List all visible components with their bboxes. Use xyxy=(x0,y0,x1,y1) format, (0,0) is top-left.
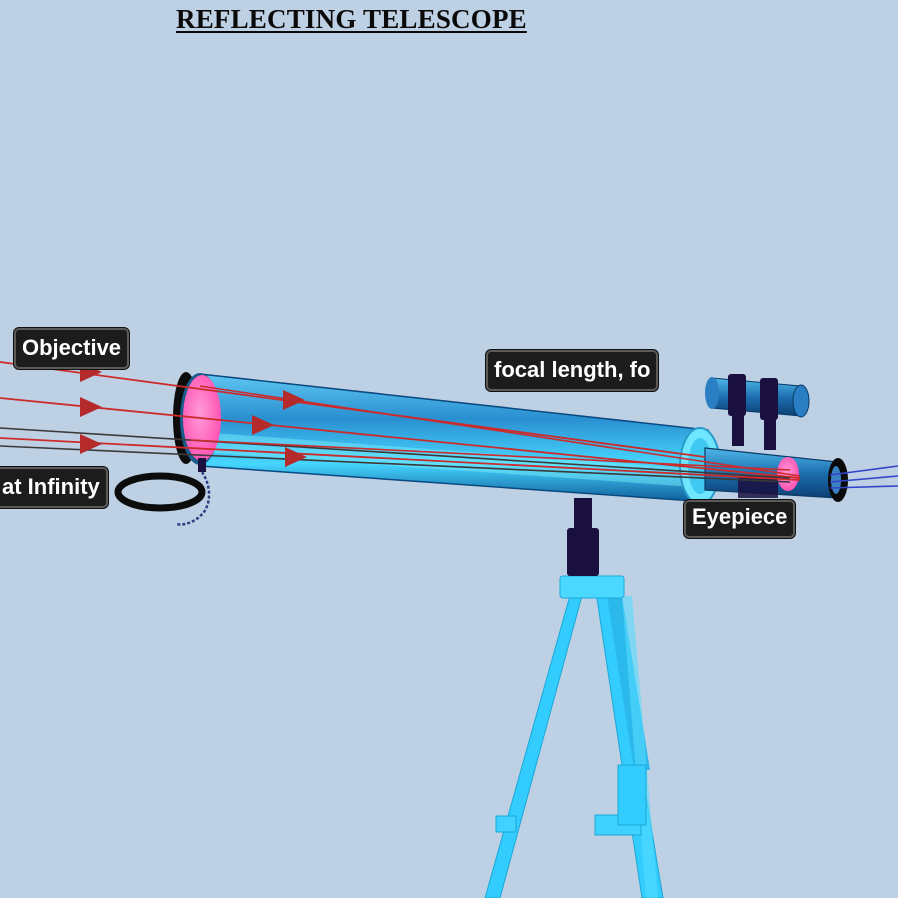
tripod-head xyxy=(559,575,625,599)
ray-blue-1 xyxy=(829,465,898,476)
ray-dark-2 xyxy=(0,445,791,483)
ray-arrow xyxy=(80,397,102,417)
mount xyxy=(567,498,599,576)
finder-scope xyxy=(705,374,810,450)
ray-red-3 xyxy=(0,437,801,481)
ray-red-4 xyxy=(189,439,791,471)
tripod-leg-left xyxy=(484,591,584,898)
ray-arrow xyxy=(80,434,102,454)
ray-arrow xyxy=(283,390,305,410)
at-infinity-label: at Infinity xyxy=(0,467,108,508)
lens-cap xyxy=(114,471,211,526)
eyepiece-label: Eyepiece xyxy=(684,500,796,538)
ray-blue-2 xyxy=(829,475,898,483)
focal-length-label: focal length, fo xyxy=(486,350,659,391)
ray-arrow xyxy=(285,447,307,467)
tripod-clamp-left xyxy=(495,815,517,833)
tripod xyxy=(484,575,664,898)
main-tube xyxy=(199,373,721,505)
page-title: REFLECTING TELESCOPE xyxy=(176,4,527,34)
ray-arrow xyxy=(252,415,274,435)
ray-red-2 xyxy=(0,397,801,479)
objective-label: Objective xyxy=(14,328,130,369)
eyepiece-assembly xyxy=(704,447,848,502)
ray-dark-1 xyxy=(0,427,791,479)
ray-blue-3 xyxy=(829,485,898,489)
